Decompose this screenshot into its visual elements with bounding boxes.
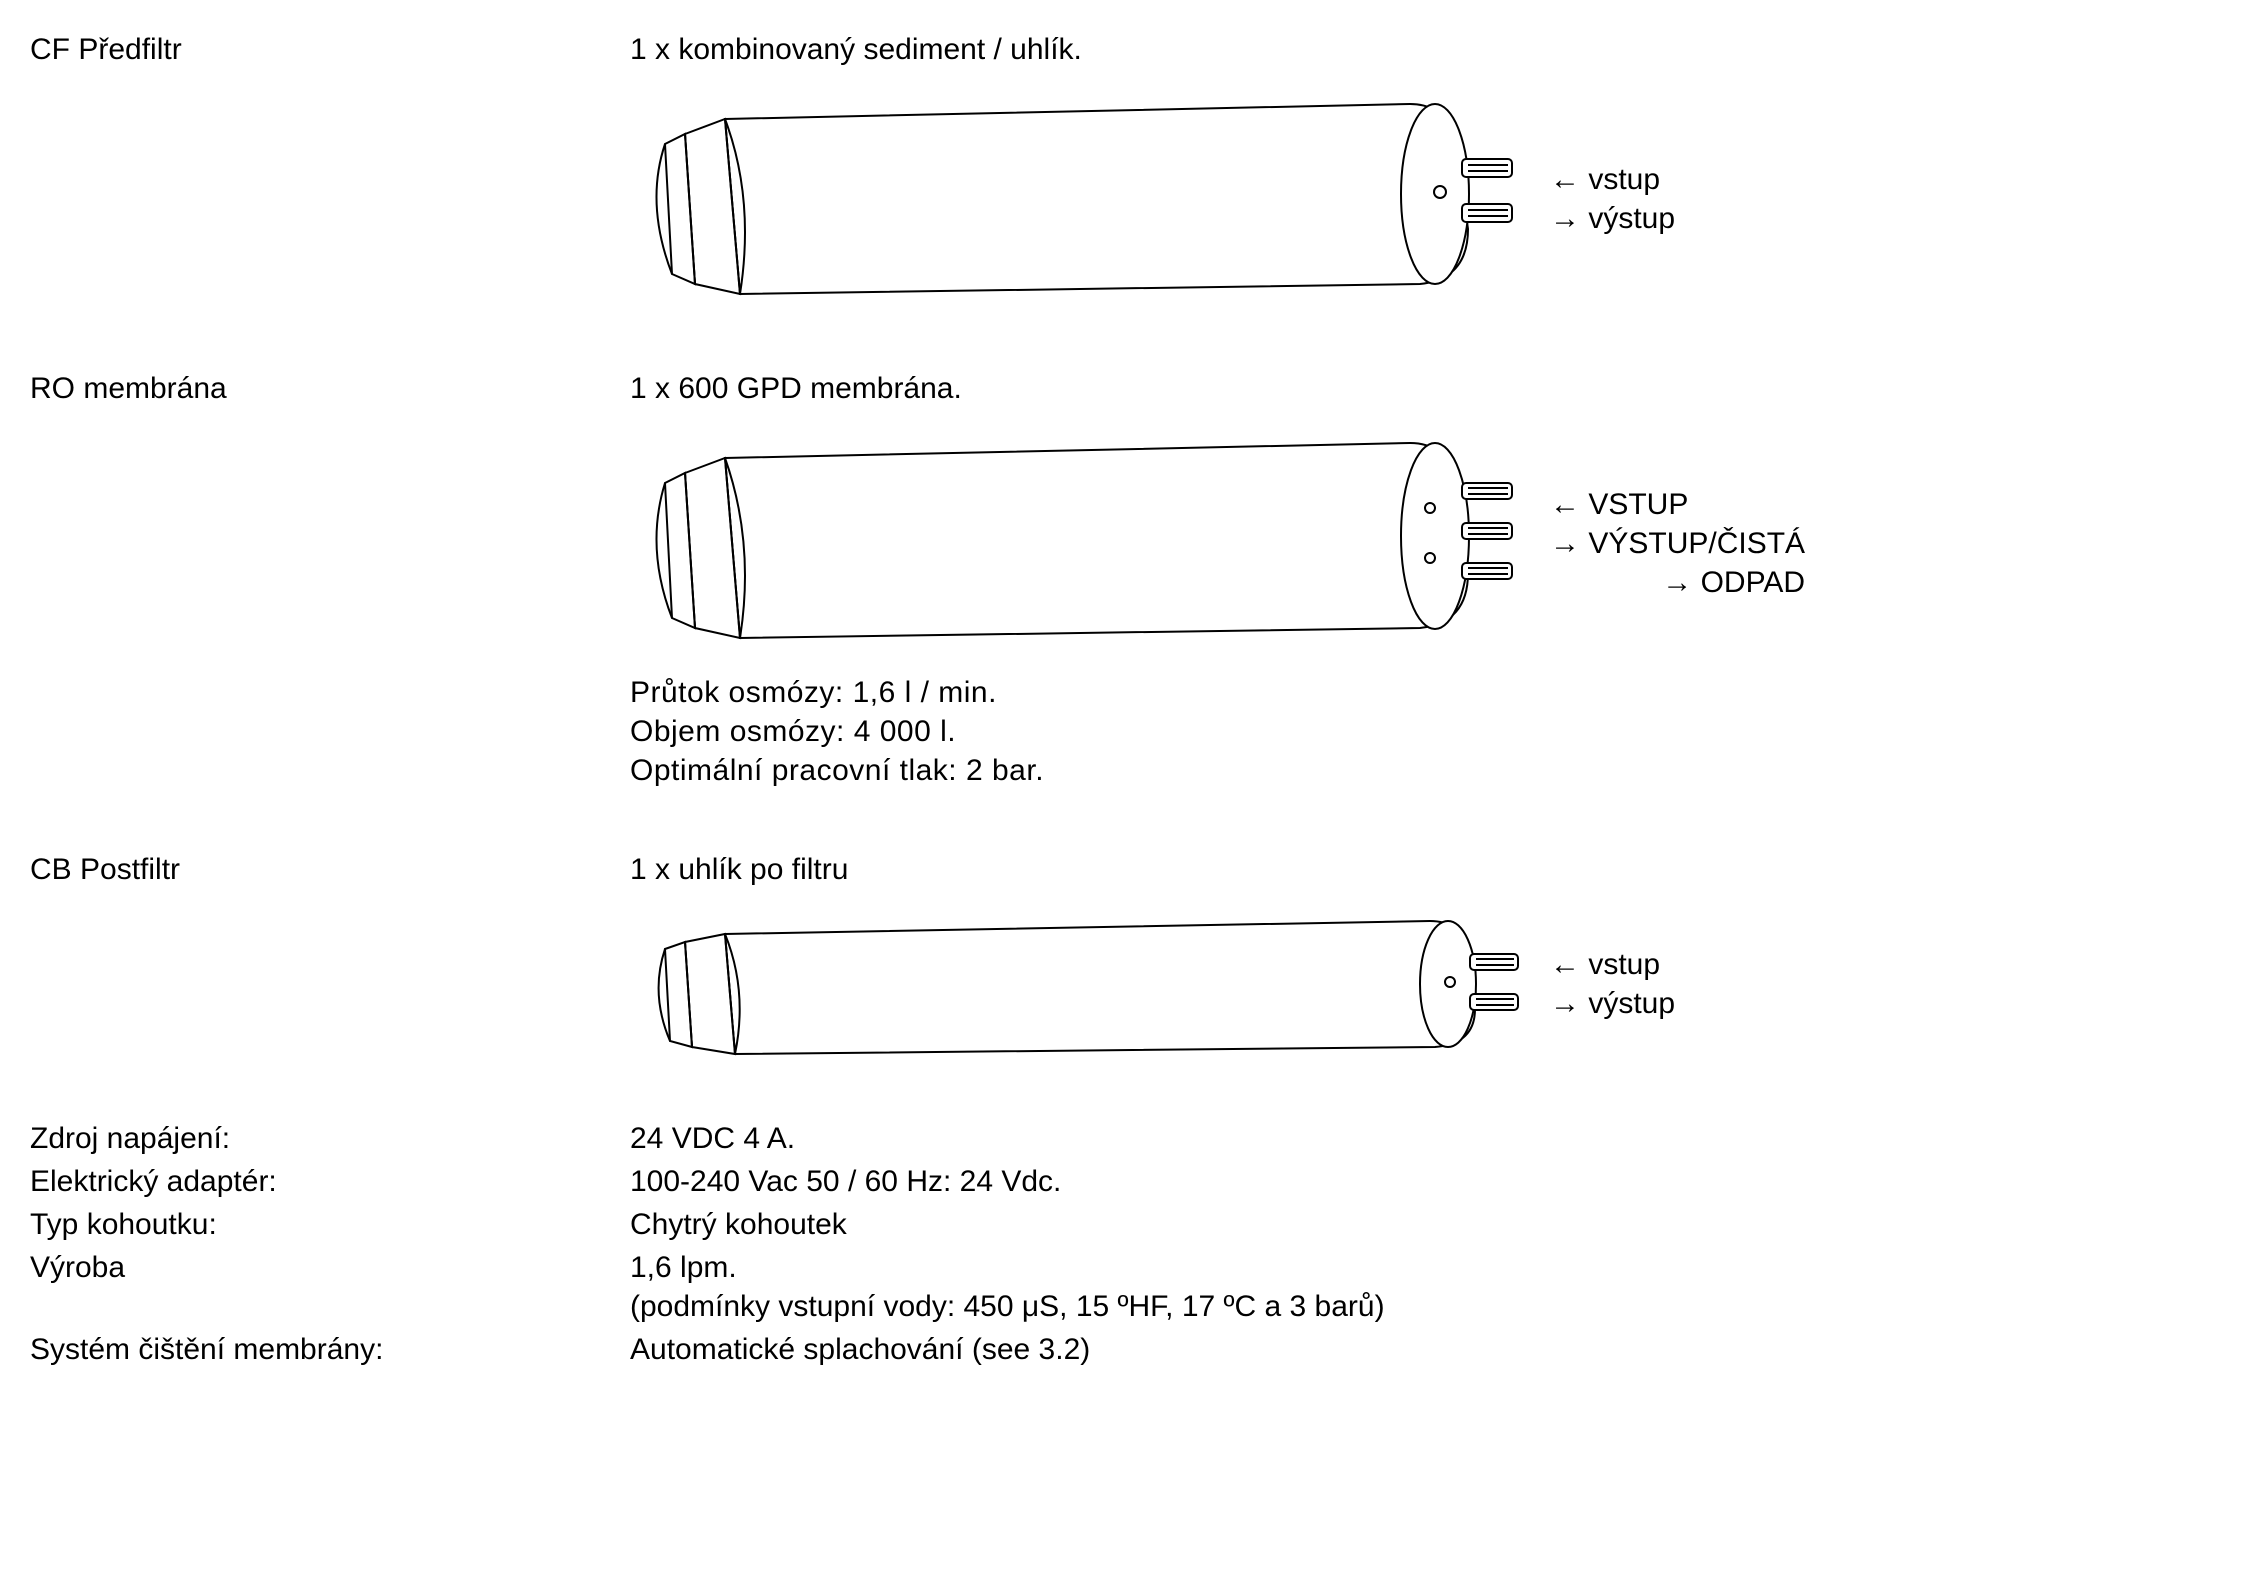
ro-label: RO membrána xyxy=(30,369,630,408)
cb-postfilter-section: CB Postfiltr 1 x uhlík po filtru xyxy=(30,850,2222,1059)
ro-waste-label: → ODPAD xyxy=(1550,563,1805,602)
spec-faucet-value: Chytrý kohoutek xyxy=(630,1205,2222,1244)
ro-spec-pressure: Optimální pracovní tlak: 2 bar. xyxy=(630,751,2222,790)
ro-spec-flow: Průtok osmózy: 1,6 l / min. xyxy=(630,673,2222,712)
spec-production-value: 1,6 lpm. xyxy=(630,1248,2222,1287)
spec-production-label: Výroba xyxy=(30,1248,630,1287)
spec-adapter-value: 100-240 Vac 50 / 60 Hz: 24 Vdc. xyxy=(630,1162,2222,1201)
cf-output-label: → výstup xyxy=(1550,199,1675,238)
ro-filter-icon xyxy=(630,428,1530,658)
spec-cleaning-value: Automatické splachování (see 3.2) xyxy=(630,1330,2222,1369)
cf-label: CF Předfiltr xyxy=(30,30,630,69)
cb-desc: 1 x uhlík po filtru xyxy=(630,850,2222,889)
spec-adapter-label: Elektrický adaptér: xyxy=(30,1162,630,1201)
cf-io-labels: ← vstup → výstup xyxy=(1550,160,1675,238)
spec-cleaning-label: Systém čištění membrány: xyxy=(30,1330,630,1369)
cb-label: CB Postfiltr xyxy=(30,850,630,889)
cf-prefilter-section: CF Předfiltr 1 x kombinovaný sediment / … xyxy=(30,30,2222,309)
spec-power-label: Zdroj napájení: xyxy=(30,1119,630,1158)
ro-input-label: ← VSTUP xyxy=(1550,485,1805,524)
ro-spec-volume: Objem osmózy: 4 000 l. xyxy=(630,712,2222,751)
cb-input-label: ← vstup xyxy=(1550,945,1675,984)
spec-power-value: 24 VDC 4 A. xyxy=(630,1119,2222,1158)
ro-output-label: → VÝSTUP/ČISTÁ xyxy=(1550,524,1805,563)
cb-filter-icon xyxy=(630,909,1530,1059)
spec-production-conditions: (podmínky vstupní vody: 450 μS, 15 ºHF, … xyxy=(630,1287,2222,1326)
specs-table: Zdroj napájení: 24 VDC 4 A. Elektrický a… xyxy=(30,1119,2222,1369)
ro-specs: Průtok osmózy: 1,6 l / min. Objem osmózy… xyxy=(630,673,2222,790)
cf-input-label: ← vstup xyxy=(1550,160,1675,199)
spec-faucet-label: Typ kohoutku: xyxy=(30,1205,630,1244)
ro-desc: 1 x 600 GPD membrána. xyxy=(630,369,2222,408)
ro-io-labels: ← VSTUP → VÝSTUP/ČISTÁ → ODPAD xyxy=(1550,485,1805,602)
cf-desc: 1 x kombinovaný sediment / uhlík. xyxy=(630,30,2222,69)
cb-io-labels: ← vstup → výstup xyxy=(1550,945,1675,1023)
cb-output-label: → výstup xyxy=(1550,984,1675,1023)
cf-filter-icon xyxy=(630,89,1530,309)
ro-membrane-section: RO membrána 1 x 600 GPD membrána. xyxy=(30,369,2222,790)
